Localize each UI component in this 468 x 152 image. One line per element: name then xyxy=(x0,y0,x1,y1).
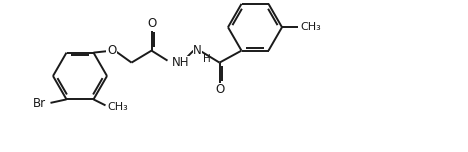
Text: O: O xyxy=(107,44,116,57)
Text: Br: Br xyxy=(33,97,46,110)
Text: O: O xyxy=(147,17,156,30)
Text: O: O xyxy=(215,83,224,96)
Text: N: N xyxy=(193,44,202,57)
Text: NH: NH xyxy=(171,56,189,69)
Text: CH₃: CH₃ xyxy=(108,102,128,112)
Text: CH₃: CH₃ xyxy=(300,22,321,32)
Text: H: H xyxy=(203,54,210,64)
